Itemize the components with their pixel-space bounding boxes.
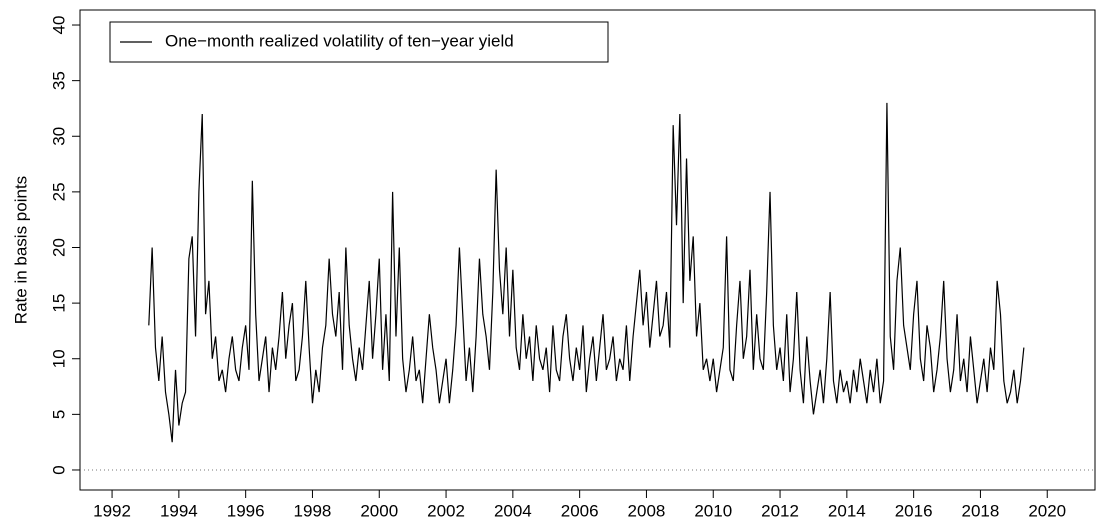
plot-frame (79, 9, 1096, 491)
x-tick-label: 2020 (1028, 501, 1066, 520)
x-tick-label: 2006 (561, 501, 599, 520)
y-tick-label: 10 (49, 349, 68, 368)
x-tick-label: 2010 (694, 501, 732, 520)
x-tick-label: 2000 (360, 501, 398, 520)
y-axis-label: Rate in basis points (11, 176, 30, 324)
legend-box (109, 21, 609, 63)
x-tick-label: 2008 (628, 501, 666, 520)
x-tick-label: 1994 (160, 501, 198, 520)
legend-label: One−month realized volatility of ten−yea… (165, 31, 514, 50)
y-tick-label: 30 (49, 127, 68, 146)
y-tick-label: 20 (49, 238, 68, 257)
x-tick-label: 2004 (494, 501, 532, 520)
x-tick-label: 2014 (828, 501, 866, 520)
x-tick-label: 2002 (427, 501, 465, 520)
y-tick-label: 15 (49, 294, 68, 313)
x-tick-label: 1998 (294, 501, 332, 520)
y-tick-label: 25 (49, 182, 68, 201)
x-tick-label: 1992 (93, 501, 131, 520)
series-line (148, 102, 1025, 443)
x-tick-label: 2018 (962, 501, 1000, 520)
x-tick-label: 2012 (761, 501, 799, 520)
x-tick-label: 2016 (895, 501, 933, 520)
x-tick-label: 1996 (227, 501, 265, 520)
y-tick-label: 5 (49, 410, 68, 419)
y-tick-label: 40 (49, 16, 68, 35)
y-tick-label: 0 (49, 465, 68, 474)
y-tick-label: 35 (49, 71, 68, 90)
